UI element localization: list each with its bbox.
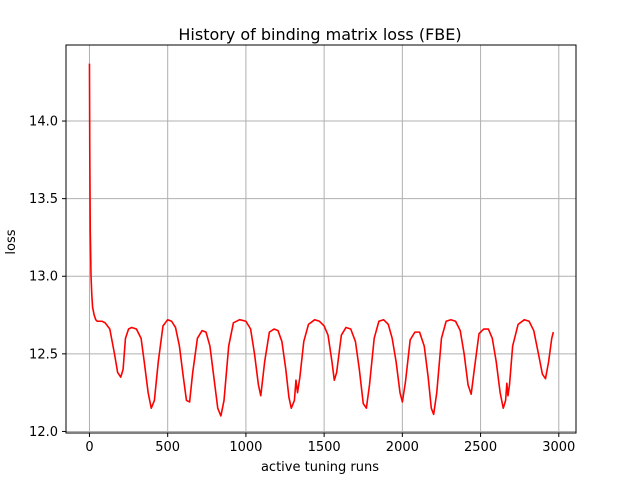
plot-area [88, 63, 555, 417]
y-tick-label: 12.0 [29, 425, 58, 440]
y-tick-label: 12.5 [29, 347, 58, 362]
chart-title: History of binding matrix loss (FBE) [178, 25, 461, 44]
plot-frame [65, 44, 577, 434]
x-axis: 0 500 1000 1500 2000 2500 3000 [85, 433, 575, 455]
y-tick-label: 13.5 [29, 192, 58, 207]
grid [66, 45, 576, 433]
x-tick-label: 1000 [229, 440, 262, 455]
x-tick-label: 0 [85, 440, 93, 455]
x-tick-label: 3000 [542, 440, 575, 455]
y-axis: 12.0 12.5 13.0 13.5 14.0 [29, 115, 66, 440]
x-tick-label: 1500 [308, 440, 341, 455]
y-axis-label: loss [4, 229, 19, 254]
x-tick-label: 2500 [464, 440, 497, 455]
x-tick-label: 500 [155, 440, 180, 455]
y-tick-label: 14.0 [29, 115, 58, 130]
x-tick-label: 2000 [386, 440, 419, 455]
x-axis-label: active tuning runs [261, 460, 379, 475]
y-tick-label: 13.0 [29, 270, 58, 285]
loss-series-line [88, 63, 555, 417]
